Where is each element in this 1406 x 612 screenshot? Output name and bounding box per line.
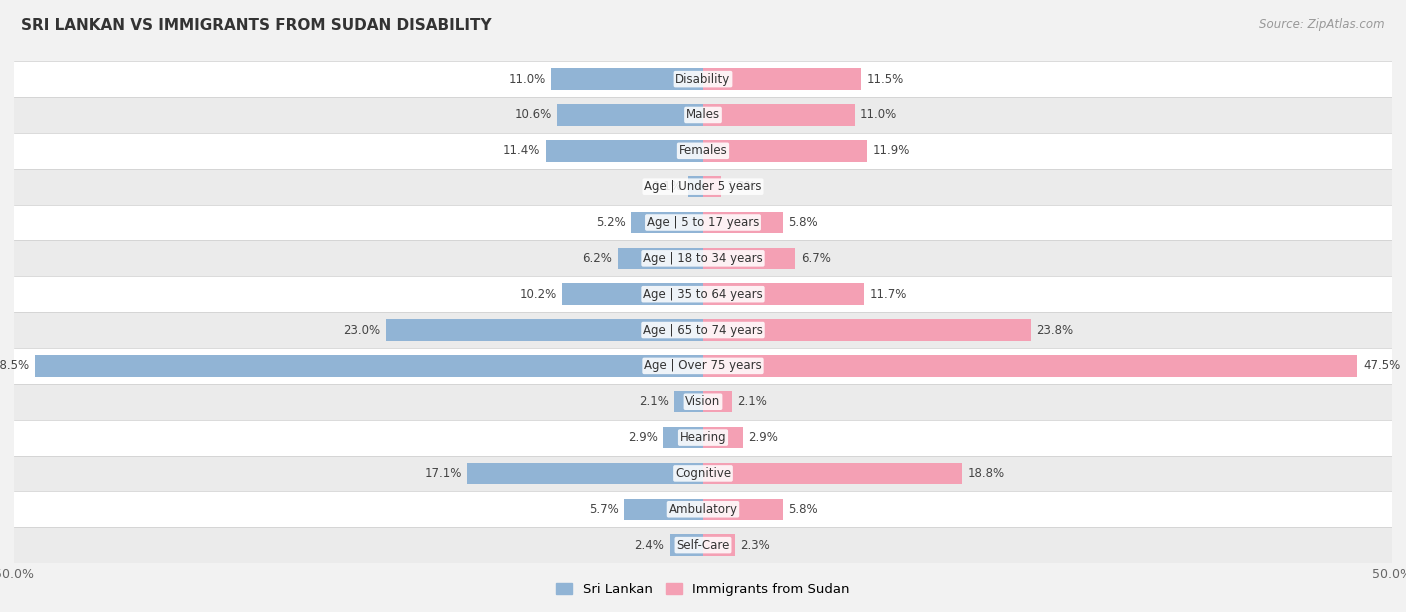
Text: 47.5%: 47.5% [1362,359,1400,372]
Bar [562,283,703,305]
Text: 1.3%: 1.3% [727,180,756,193]
Text: Ambulatory: Ambulatory [668,503,738,516]
Text: 11.0%: 11.0% [509,73,546,86]
Bar [703,355,1358,376]
Text: 5.7%: 5.7% [589,503,619,516]
Bar [14,312,1392,348]
Text: 11.5%: 11.5% [868,73,904,86]
Text: 5.8%: 5.8% [789,216,818,229]
Bar [703,140,868,162]
Bar [703,427,742,449]
Text: Females: Females [679,144,727,157]
Text: SRI LANKAN VS IMMIGRANTS FROM SUDAN DISABILITY: SRI LANKAN VS IMMIGRANTS FROM SUDAN DISA… [21,18,492,34]
Bar [703,499,783,520]
Text: Vision: Vision [685,395,721,408]
Bar [703,104,855,125]
Bar [35,355,703,376]
Bar [14,527,1392,563]
Text: 6.2%: 6.2% [582,252,612,265]
Bar [703,319,1031,341]
Text: Hearing: Hearing [679,431,727,444]
Text: 11.7%: 11.7% [870,288,907,300]
Text: 11.0%: 11.0% [860,108,897,121]
Bar [617,248,703,269]
Bar [624,499,703,520]
Text: 17.1%: 17.1% [425,467,461,480]
Bar [14,491,1392,527]
Text: Source: ZipAtlas.com: Source: ZipAtlas.com [1260,18,1385,31]
Text: 23.0%: 23.0% [343,324,381,337]
Bar [664,427,703,449]
Text: 2.1%: 2.1% [738,395,768,408]
Text: Age | Over 75 years: Age | Over 75 years [644,359,762,372]
Bar [688,176,703,198]
Text: 11.9%: 11.9% [873,144,910,157]
Bar [669,534,703,556]
Bar [673,391,703,412]
Text: Age | 65 to 74 years: Age | 65 to 74 years [643,324,763,337]
Bar [14,420,1392,455]
Text: Cognitive: Cognitive [675,467,731,480]
Bar [14,384,1392,420]
Text: Males: Males [686,108,720,121]
Bar [703,283,865,305]
Bar [703,248,796,269]
Text: Self-Care: Self-Care [676,539,730,551]
Bar [703,463,962,484]
Text: 2.3%: 2.3% [740,539,770,551]
Bar [631,212,703,233]
Text: 10.6%: 10.6% [515,108,551,121]
Bar [467,463,703,484]
Text: 6.7%: 6.7% [801,252,831,265]
Text: 2.9%: 2.9% [748,431,779,444]
Bar [14,241,1392,276]
Text: 1.1%: 1.1% [652,180,682,193]
Text: Age | Under 5 years: Age | Under 5 years [644,180,762,193]
Bar [387,319,703,341]
Text: 10.2%: 10.2% [520,288,557,300]
Bar [703,212,783,233]
Bar [14,61,1392,97]
Text: Disability: Disability [675,73,731,86]
Bar [14,97,1392,133]
Bar [703,534,735,556]
Bar [546,140,703,162]
Bar [14,169,1392,204]
Text: Age | 18 to 34 years: Age | 18 to 34 years [643,252,763,265]
Text: 5.2%: 5.2% [596,216,626,229]
Bar [14,276,1392,312]
Text: Age | 35 to 64 years: Age | 35 to 64 years [643,288,763,300]
Text: 11.4%: 11.4% [503,144,540,157]
Bar [14,455,1392,491]
Text: 48.5%: 48.5% [0,359,30,372]
Text: 2.1%: 2.1% [638,395,669,408]
Text: 2.9%: 2.9% [627,431,658,444]
Text: 5.8%: 5.8% [789,503,818,516]
Bar [14,133,1392,169]
Bar [14,204,1392,241]
Text: 18.8%: 18.8% [967,467,1005,480]
Bar [703,391,733,412]
Bar [14,348,1392,384]
Bar [551,69,703,90]
Bar [703,176,721,198]
Bar [703,69,862,90]
Text: 2.4%: 2.4% [634,539,665,551]
Text: 23.8%: 23.8% [1036,324,1074,337]
Legend: Sri Lankan, Immigrants from Sudan: Sri Lankan, Immigrants from Sudan [551,578,855,602]
Text: Age | 5 to 17 years: Age | 5 to 17 years [647,216,759,229]
Bar [557,104,703,125]
